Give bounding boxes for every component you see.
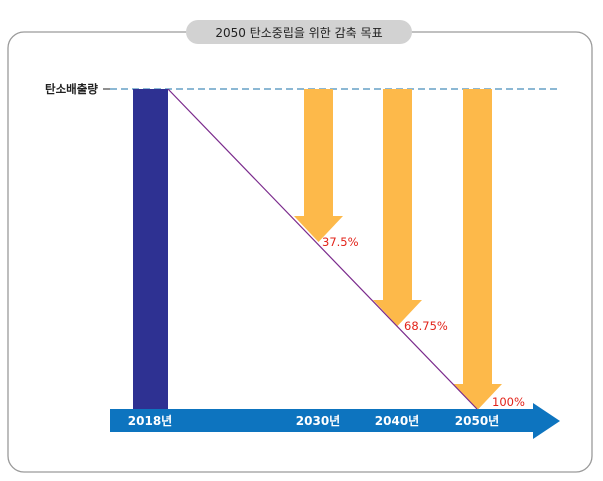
reduction-arrow-2030	[294, 89, 343, 242]
y-axis-label: 탄소배출량	[45, 82, 98, 96]
bar-2018	[133, 89, 168, 409]
year-label-2030: 2030년	[296, 414, 340, 428]
trend-line	[167, 88, 478, 410]
year-label-2018: 2018년	[128, 414, 172, 428]
title-pill	[186, 20, 412, 44]
percent-label-2030: 37.5%	[322, 235, 359, 249]
reduction-arrow-2040	[373, 89, 422, 326]
year-label-2050: 2050년	[455, 414, 499, 428]
percent-label-2040: 68.75%	[404, 319, 448, 333]
reduction-arrow-2050	[453, 89, 502, 410]
title: 2050 탄소중립을 위한 감축 목표	[215, 26, 382, 40]
timeline-arrow	[110, 403, 560, 439]
year-label-2040: 2040년	[375, 414, 419, 428]
percent-label-2050: 100%	[492, 395, 525, 409]
